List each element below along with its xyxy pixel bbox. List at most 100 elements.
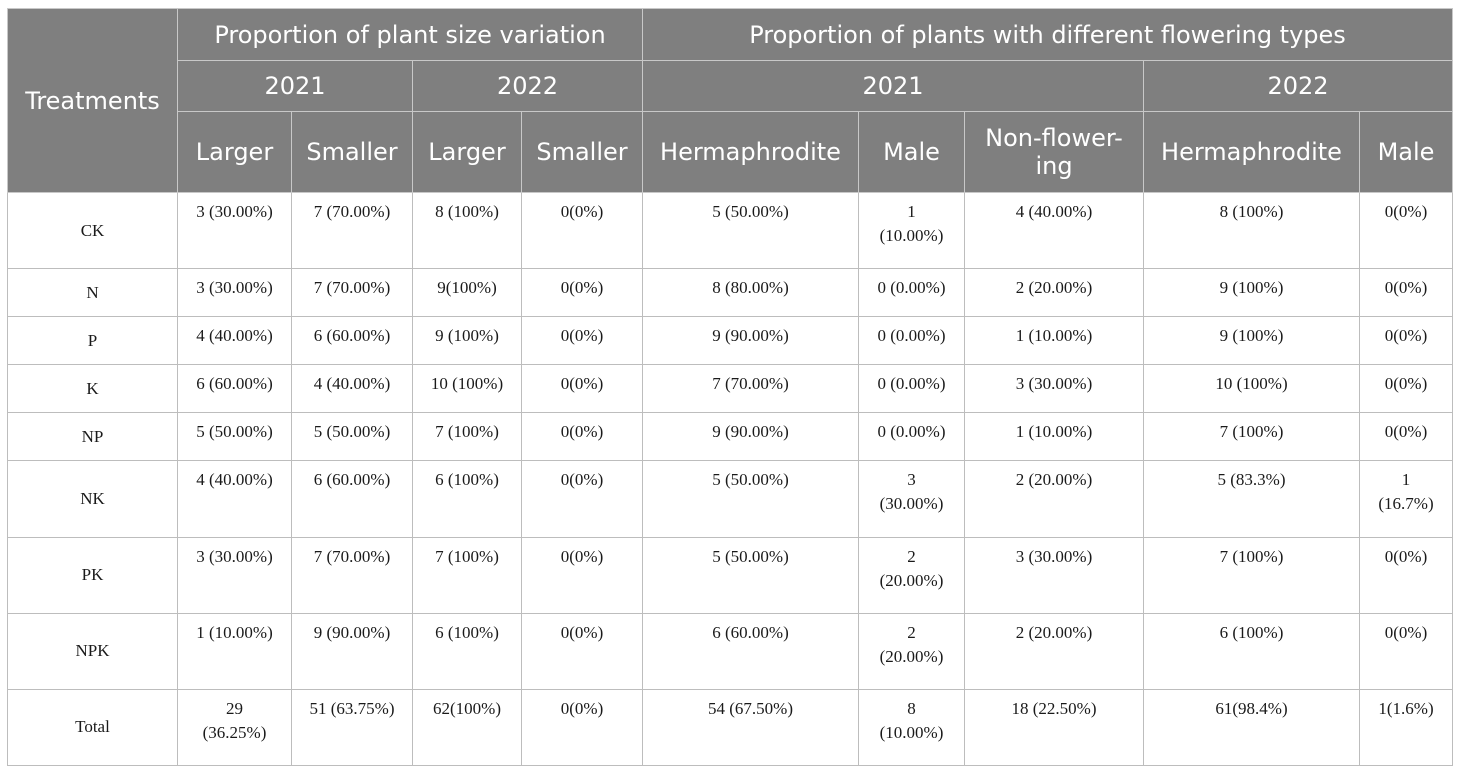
cell-larger-2021: 4 (40.00%) — [177, 460, 292, 538]
cell-hermaphrodite-2021: 54 (67.50%) — [642, 688, 859, 767]
cell-male-2022: 0(0%) — [1358, 612, 1454, 690]
treatment-cell: NK — [7, 460, 178, 538]
table-row: PK 3 (30.00%) 7 (70.00%) 7 (100%) 0(0%) 5 (50… — [7, 536, 1454, 614]
cell-smaller-2022: 0(0%) — [521, 268, 643, 318]
treatment-cell: N — [7, 268, 178, 318]
cell-hermaphrodite-2021: 6 (60.00%) — [642, 612, 859, 690]
treatment-cell: P — [7, 316, 178, 366]
cell-male-2021: 3 (30.00%) — [858, 460, 965, 538]
cell-male-2022: 0(0%) — [1358, 191, 1454, 270]
column-header-larger-2021: Larger — [177, 111, 292, 193]
cell-hermaphrodite-2022: 8 (100%) — [1143, 191, 1360, 270]
cell-male-2021: 2 (20.00%) — [858, 612, 965, 690]
cell-male-2021: 2 (20.00%) — [858, 536, 965, 614]
cell-larger-2021: 1 (10.00%) — [177, 612, 292, 690]
treatments-header: Treatments — [7, 8, 178, 193]
cell-non-flowering-2021: 3 (30.00%) — [964, 536, 1144, 614]
cell-smaller-2022: 0(0%) — [521, 688, 643, 767]
table-row: Total 29 (36.25%) 51 (63.75%) 62(100%) 0(0%)… — [7, 688, 1454, 767]
cell-smaller-2021: 51 (63.75%) — [291, 688, 413, 767]
size-2022-header: 2022 — [412, 60, 643, 112]
cell-larger-2022: 9 (100%) — [412, 316, 522, 366]
cell-male-2022: 1(1.6%) — [1358, 688, 1454, 767]
cell-male-2022: 0(0%) — [1358, 316, 1454, 366]
cell-non-flowering-2021: 3 (30.00%) — [964, 364, 1144, 414]
cell-non-flowering-2021: 18 (22.50%) — [964, 688, 1144, 767]
column-header-non-flowering-2021: Non-flower- ing — [964, 111, 1144, 193]
cell-non-flowering-2021: 4 (40.00%) — [964, 191, 1144, 270]
cell-male-2021: 0 (0.00%) — [858, 364, 965, 414]
treatment-cell: CK — [7, 191, 178, 270]
table-row: NK 4 (40.00%) 6 (60.00%) 6 (100%) 0(0%) 5 (50… — [7, 460, 1454, 538]
treatment-cell: NPK — [7, 612, 178, 690]
cell-non-flowering-2021: 1 (10.00%) — [964, 412, 1144, 462]
data-table: Treatments Proportion of plant size vari… — [7, 8, 1454, 767]
column-header-male-2021: Male — [858, 111, 965, 193]
cell-larger-2022: 7 (100%) — [412, 536, 522, 614]
cell-hermaphrodite-2021: 5 (50.00%) — [642, 460, 859, 538]
cell-hermaphrodite-2022: 9 (100%) — [1143, 268, 1360, 318]
treatment-cell: K — [7, 364, 178, 414]
cell-smaller-2021: 6 (60.00%) — [291, 460, 413, 538]
treatment-cell: NP — [7, 412, 178, 462]
cell-non-flowering-2021: 2 (20.00%) — [964, 460, 1144, 538]
cell-larger-2022: 8 (100%) — [412, 191, 522, 270]
cell-larger-2022: 62(100%) — [412, 688, 522, 767]
cell-hermaphrodite-2021: 9 (90.00%) — [642, 412, 859, 462]
cell-larger-2021: 3 (30.00%) — [177, 191, 292, 270]
cell-larger-2021: 4 (40.00%) — [177, 316, 292, 366]
cell-non-flowering-2021: 1 (10.00%) — [964, 316, 1144, 366]
cell-larger-2022: 6 (100%) — [412, 460, 522, 538]
cell-hermaphrodite-2022: 9 (100%) — [1143, 316, 1360, 366]
cell-male-2022: 1 (16.7%) — [1358, 460, 1454, 538]
cell-hermaphrodite-2021: 7 (70.00%) — [642, 364, 859, 414]
cell-non-flowering-2021: 2 (20.00%) — [964, 612, 1144, 690]
cell-larger-2021: 5 (50.00%) — [177, 412, 292, 462]
cell-male-2021: 0 (0.00%) — [858, 412, 965, 462]
cell-smaller-2022: 0(0%) — [521, 460, 643, 538]
cell-larger-2022: 10 (100%) — [412, 364, 522, 414]
cell-larger-2021: 3 (30.00%) — [177, 536, 292, 614]
cell-hermaphrodite-2021: 5 (50.00%) — [642, 191, 859, 270]
column-header-smaller-2022: Smaller — [521, 111, 643, 193]
cell-smaller-2021: 7 (70.00%) — [291, 191, 413, 270]
cell-male-2021: 8 (10.00%) — [858, 688, 965, 767]
column-header-hermaphrodite-2021: Hermaphrodite — [642, 111, 859, 193]
column-header-hermaphrodite-2022: Hermaphrodite — [1143, 111, 1360, 193]
cell-smaller-2022: 0(0%) — [521, 612, 643, 690]
cell-male-2022: 0(0%) — [1358, 536, 1454, 614]
table-body: CK 3 (30.00%) 7 (70.00%) 8 (100%) 0(0%) 5 (50… — [7, 191, 1454, 767]
cell-non-flowering-2021: 2 (20.00%) — [964, 268, 1144, 318]
flowering-type-group-header: Proportion of plants with different flow… — [641, 8, 1454, 61]
cell-hermaphrodite-2021: 5 (50.00%) — [642, 536, 859, 614]
cell-smaller-2021: 5 (50.00%) — [291, 412, 413, 462]
cell-smaller-2022: 0(0%) — [521, 191, 643, 270]
table-header: Treatments Proportion of plant size vari… — [7, 8, 1454, 193]
cell-male-2022: 0(0%) — [1358, 268, 1454, 318]
cell-hermaphrodite-2022: 61(98.4%) — [1143, 688, 1360, 767]
cell-hermaphrodite-2022: 10 (100%) — [1143, 364, 1360, 414]
cell-larger-2021: 29 (36.25%) — [177, 688, 292, 767]
cell-smaller-2022: 0(0%) — [521, 316, 643, 366]
plant-size-group-header: Proportion of plant size variation — [177, 8, 643, 61]
flower-2021-header: 2021 — [642, 60, 1144, 112]
cell-male-2021: 0 (0.00%) — [858, 316, 965, 366]
flower-2022-header: 2022 — [1142, 60, 1454, 112]
cell-smaller-2022: 0(0%) — [521, 412, 643, 462]
column-header-larger-2022: Larger — [412, 111, 522, 193]
cell-male-2021: 1 (10.00%) — [858, 191, 965, 270]
cell-hermaphrodite-2022: 5 (83.3%) — [1143, 460, 1360, 538]
cell-hermaphrodite-2022: 6 (100%) — [1143, 612, 1360, 690]
cell-hermaphrodite-2021: 9 (90.00%) — [642, 316, 859, 366]
column-header-smaller-2021: Smaller — [291, 111, 413, 193]
cell-male-2022: 0(0%) — [1358, 364, 1454, 414]
table-row: CK 3 (30.00%) 7 (70.00%) 8 (100%) 0(0%) 5 (50… — [7, 191, 1454, 270]
cell-smaller-2022: 0(0%) — [521, 536, 643, 614]
cell-smaller-2021: 4 (40.00%) — [291, 364, 413, 414]
table-row: NP 5 (50.00%) 5 (50.00%) 7 (100%) 0(0%) 9 (90… — [7, 412, 1454, 462]
cell-smaller-2021: 7 (70.00%) — [291, 268, 413, 318]
cell-smaller-2022: 0(0%) — [521, 364, 643, 414]
